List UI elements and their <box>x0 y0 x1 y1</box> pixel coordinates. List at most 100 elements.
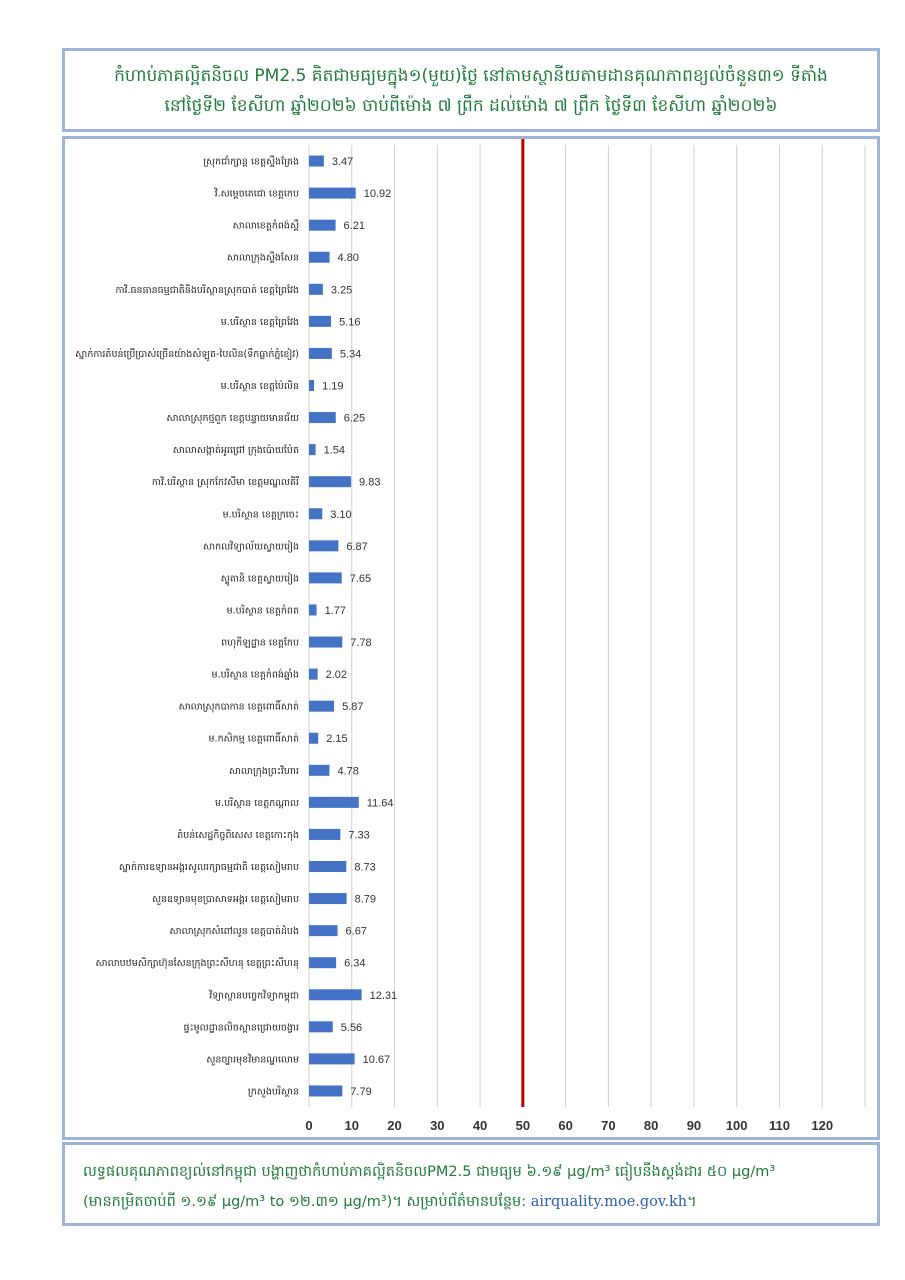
bar <box>309 1021 333 1033</box>
data-label: 4.78 <box>337 765 358 777</box>
data-label: 2.02 <box>326 669 347 681</box>
x-tick-label: 10 <box>345 1118 359 1133</box>
bar <box>309 572 342 584</box>
bar <box>309 861 347 872</box>
bar <box>309 540 339 552</box>
category-label: តំបន់សេដ្ឋកិច្ចពិសេស ខេត្តកោះកុង <box>177 828 299 842</box>
data-label: 7.33 <box>348 829 369 841</box>
category-label: សាលាសង្កាត់អូរជ្រៅ ក្រុងប៉ោយប៉ែត <box>173 443 299 457</box>
data-label: 4.80 <box>338 252 359 264</box>
category-label: ម.បរិស្ថាន ខេត្តកណ្ដាល <box>215 796 299 809</box>
x-tick-label: 0 <box>305 1118 312 1133</box>
category-label: ម.បរិស្ថាន ខេត្តកំពត <box>227 603 299 616</box>
data-label: 5.16 <box>339 316 360 328</box>
data-label: 6.34 <box>344 958 365 970</box>
footer-summary-line-1: លទ្ធផលគុណភាពខ្យល់នៅកម្ពុជា បង្ហាញថាកំហាប… <box>83 1164 776 1180</box>
footer-range-text: (មានកម្រិតចាប់ពី ១.១៩ µg/m³ to ១២.៣១ µg/… <box>83 1194 531 1210</box>
bar <box>309 893 347 905</box>
data-label: 3.25 <box>331 284 352 296</box>
bar <box>309 219 336 231</box>
data-label: 5.87 <box>342 701 363 713</box>
x-tick-label: 30 <box>430 1118 444 1133</box>
website-link[interactable]: airquality.moe.gov.kh <box>530 1194 688 1210</box>
category-label: សួនច្បារមុខវិមានណ្ឌលោម <box>206 1052 299 1066</box>
x-tick-label: 20 <box>387 1118 401 1133</box>
category-label: សួនឧទ្យានមុខប្រាសាទអង្គរ ខេត្តសៀមរាប <box>152 892 299 906</box>
category-label: កាវិ.បរិស្ថាន ស្រុកកែវសីមា ខេត្តមណ្ឌលគិរ… <box>152 475 299 489</box>
data-label: 8.73 <box>354 862 375 874</box>
category-label: ស្រុកជាំក្សាន្ដ ខេត្តស្ទឹងត្រែង <box>203 155 299 169</box>
data-label: 6.25 <box>344 413 365 425</box>
data-label: 1.19 <box>322 381 343 393</box>
category-label: សាលាស្រុកថ្មពួក ខេត្តបន្ទាយមានជ័យ <box>167 411 300 425</box>
bar <box>309 187 356 199</box>
category-label: ម.បរិស្ថាន ខេត្តក្រចេះ <box>223 507 299 520</box>
data-label: 12.31 <box>370 990 398 1002</box>
bar <box>309 732 319 744</box>
category-label: ផ្ទះមូលដ្ឋានលិចស្ពានជ្រោយចង្វារ <box>183 1020 299 1034</box>
bar <box>309 700 335 712</box>
bar <box>309 476 352 488</box>
bar <box>309 989 362 1001</box>
x-tick-label: 90 <box>687 1118 701 1133</box>
data-label: 7.65 <box>350 573 371 585</box>
bar <box>309 412 336 424</box>
bar <box>309 1085 343 1097</box>
data-label: 3.47 <box>332 156 353 168</box>
bar <box>309 315 332 327</box>
x-tick-label: 50 <box>516 1118 530 1133</box>
category-label: ម.បរិស្ថាន ខេត្តព្រៃវែង <box>221 315 299 328</box>
x-tick-label: 80 <box>644 1118 658 1133</box>
data-label: 9.83 <box>359 477 380 489</box>
data-label: 3.10 <box>330 509 351 521</box>
data-label: 2.15 <box>326 733 347 745</box>
data-label: 6.21 <box>344 220 365 232</box>
bar <box>309 347 332 359</box>
bar <box>309 796 359 808</box>
category-label: ពហុកីឡដ្ឋាន ខេត្តកែប <box>221 636 299 650</box>
bar <box>309 636 343 648</box>
category-label: ស្ទូតានិ ខេត្តស្វាយរៀង <box>221 571 299 586</box>
bar <box>309 764 330 776</box>
bar <box>309 251 330 263</box>
category-label: កាវិ.ធនធានធម្មជាតិនិងបរិស្ថានស្រុកបាត់ ខ… <box>115 283 299 297</box>
chart-panel: 0 10 20 30 40 50 60 70 80 90 100 110 120 3.47 ស្រុកជាំ… <box>62 136 880 1140</box>
category-label: សាលាស្រុកសំពៅលូន ខេត្តបាត់ដំបង <box>170 924 299 938</box>
bar <box>309 508 323 520</box>
bar <box>309 155 324 167</box>
bar <box>309 380 315 391</box>
data-label: 1.77 <box>325 605 346 617</box>
category-label: ក្រសួងបរិស្ថាន <box>248 1084 299 1098</box>
category-label: ម.កសិកម្ម ខេត្តពោធិ៍សាត់ <box>209 732 299 745</box>
category-label: ស្នាក់ការតំបន់ប្រើប្រាស់ច្រើនយ៉ាងសំឡូត-ប… <box>75 347 299 362</box>
x-tick-label: 60 <box>558 1118 572 1133</box>
chart-title-line-1: កំហាប់ភាគល្អិតនិចល PM2.5 គិតជាមធ្យមក្នុង… <box>114 66 828 86</box>
x-tick-label: 120 <box>811 1118 833 1133</box>
bar <box>309 957 337 969</box>
data-label: 6.67 <box>346 926 367 938</box>
data-label: 1.54 <box>324 445 345 457</box>
x-tick-label: 70 <box>601 1118 615 1133</box>
data-label: 7.78 <box>350 637 371 649</box>
category-label: សាលាក្រុងព្រះវិហារ <box>229 764 299 778</box>
data-label: 10.92 <box>364 188 392 200</box>
bar-chart: 0 10 20 30 40 50 60 70 80 90 100 110 120 3.47 ស្រុកជាំ… <box>75 139 866 1133</box>
footer-box: លទ្ធផលគុណភាពខ្យល់នៅកម្ពុជា បង្ហាញថាកំហាប… <box>62 1142 880 1226</box>
category-label: វិទ្យាស្ថានបច្ចេកវិទ្យាកម្ពុជា <box>208 988 299 1003</box>
bar <box>309 668 318 680</box>
category-label: សាលាស្រុកបាកាន ខេត្តពោធិ៍សាត់ <box>179 700 299 714</box>
bar <box>309 828 341 840</box>
bar <box>309 444 316 456</box>
bar <box>309 604 317 616</box>
data-label: 10.67 <box>363 1054 391 1066</box>
category-label: ស្នាក់ការឧទ្យានអង្គរសូលរក្សាធម្មជាតិ ខេត… <box>119 860 299 874</box>
data-label: 11.64 <box>367 797 394 809</box>
chart-title-line-2: នៅថ្ងៃទី២ ខែសីហា ឆ្នាំ២០២៦ ចាប់ពីម៉ោង ៧ … <box>164 96 778 116</box>
x-tick-label: 110 <box>769 1118 790 1133</box>
data-label: 5.56 <box>341 1022 362 1034</box>
category-label: វិ.សម្ដេចតេជោ ខេត្តកេប <box>214 187 299 200</box>
data-label: 8.79 <box>355 894 376 906</box>
category-label: សាលាក្រុងស្ទឹងសែន <box>227 251 299 265</box>
bar <box>309 1053 355 1065</box>
data-label: 6.87 <box>346 541 367 553</box>
